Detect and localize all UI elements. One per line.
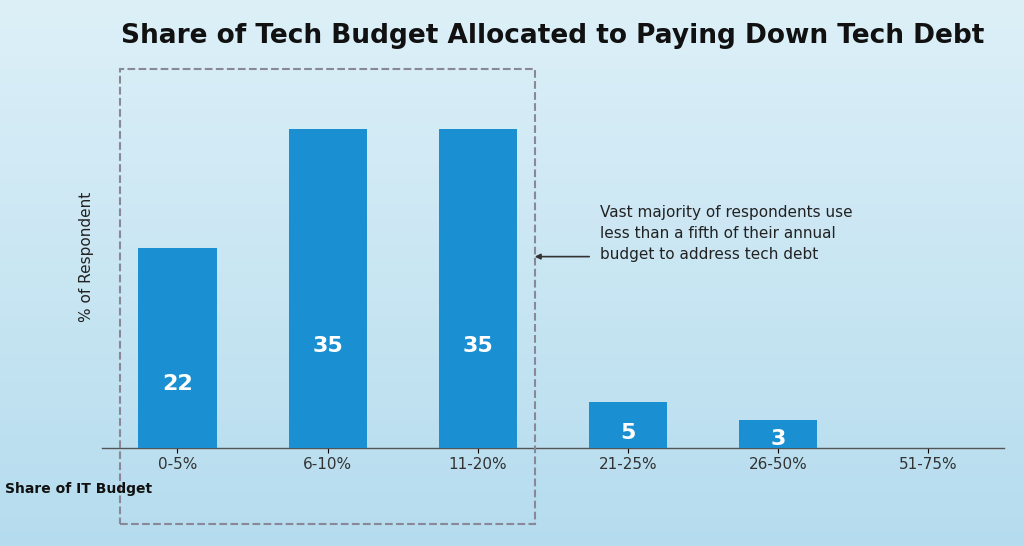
Bar <box>289 129 367 448</box>
Bar <box>739 420 817 448</box>
Text: 5: 5 <box>621 423 636 443</box>
Text: 22: 22 <box>162 373 193 394</box>
Bar <box>138 247 216 448</box>
Bar <box>121 69 535 524</box>
Text: 3: 3 <box>770 429 786 449</box>
Text: Share of IT Budget: Share of IT Budget <box>5 482 153 496</box>
Y-axis label: % of Respondent: % of Respondent <box>79 192 94 322</box>
Bar <box>439 129 517 448</box>
Title: Share of Tech Budget Allocated to Paying Down Tech Debt: Share of Tech Budget Allocated to Paying… <box>121 23 985 49</box>
Text: 35: 35 <box>463 336 494 356</box>
Text: Vast majority of respondents use
less than a fifth of their annual
budget to add: Vast majority of respondents use less th… <box>599 205 852 262</box>
Bar <box>589 402 667 448</box>
Text: 35: 35 <box>312 336 343 356</box>
